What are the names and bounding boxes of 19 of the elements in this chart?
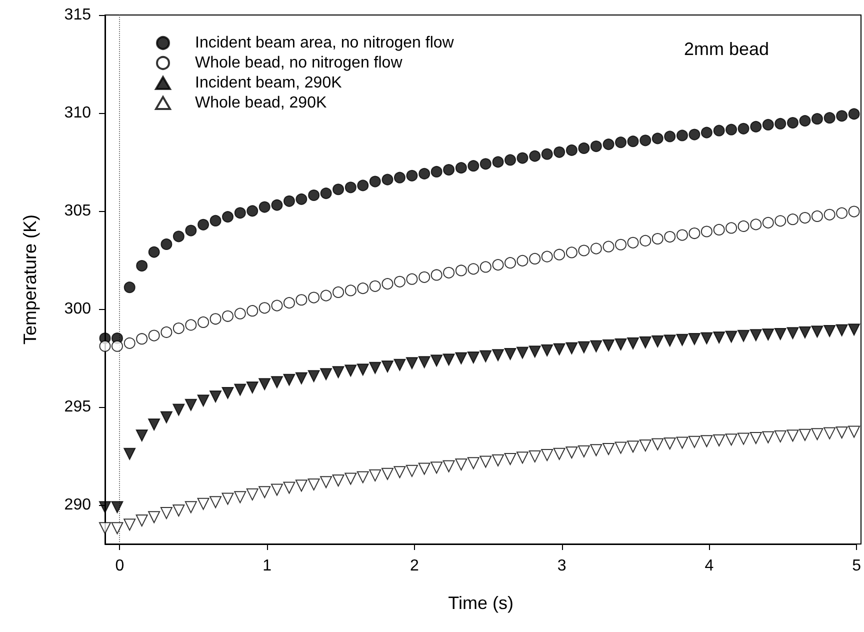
legend-label: Incident beam area, no nitrogen flow [195, 34, 454, 52]
x-tick-label: 5 [852, 558, 862, 574]
x-tick-label: 1 [262, 558, 272, 574]
y-tick-label: 290 [64, 496, 92, 514]
y-axis-title: Temperature (K) [20, 214, 40, 345]
y-tick-label: 315 [64, 6, 92, 24]
y-tick-label: 310 [64, 104, 92, 122]
x-tick-label: 3 [557, 558, 566, 574]
legend-label: Whole bead, 290K [195, 94, 327, 112]
legend-label: Whole bead, no nitrogen flow [195, 54, 403, 72]
x-tick-label: 4 [704, 558, 714, 574]
legend-label: Incident beam, 290K [195, 74, 342, 92]
x-tick-label: 2 [410, 558, 420, 574]
annotation: 2mm bead [684, 39, 770, 59]
y-tick-label: 300 [64, 300, 92, 318]
y-tick-label: 305 [64, 202, 92, 220]
y-tick-label: 295 [64, 398, 92, 416]
x-axis-title: Time (s) [448, 593, 514, 613]
x-tick-label: 0 [115, 558, 124, 574]
